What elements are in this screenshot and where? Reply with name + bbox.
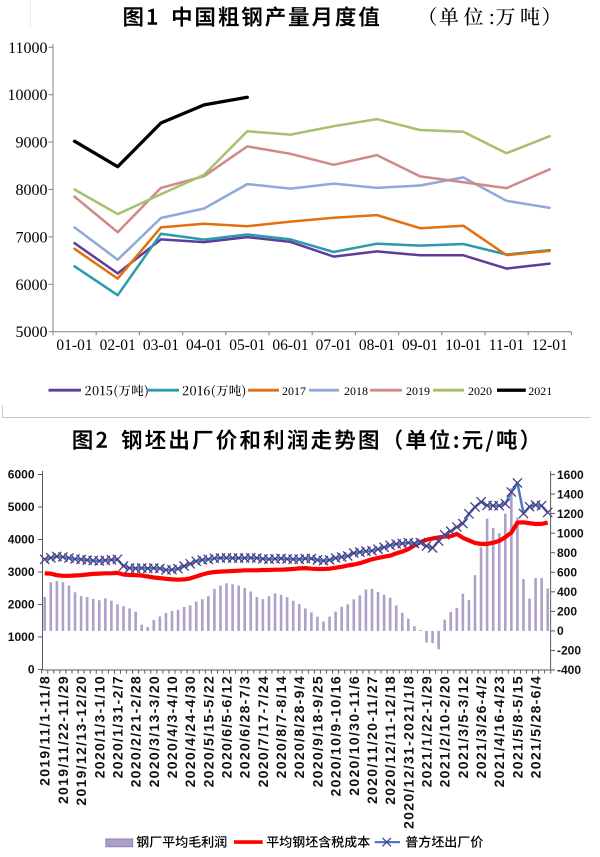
svg-text:02-01: 02-01 — [100, 337, 136, 354]
svg-text:2020/1/3-1/10: 2020/1/3-1/10 — [91, 675, 107, 778]
svg-text:2019/11/1-11/8: 2019/11/1-11/8 — [37, 675, 53, 786]
svg-text:04-01: 04-01 — [186, 337, 222, 354]
svg-text:2021/3/5-3/12: 2021/3/5-3/12 — [455, 675, 471, 778]
svg-text:5000: 5000 — [16, 324, 48, 341]
svg-text:200: 200 — [557, 605, 577, 619]
svg-text:2020/10/9-10/16: 2020/10/9-10/16 — [328, 675, 344, 796]
svg-text:10000: 10000 — [8, 87, 48, 104]
svg-text:2020/2/21-2/28: 2020/2/21-2/28 — [128, 675, 144, 787]
svg-text:10-01: 10-01 — [445, 337, 481, 354]
svg-text:0: 0 — [28, 663, 35, 677]
svg-text:1000: 1000 — [557, 526, 584, 540]
svg-text:1200: 1200 — [557, 507, 584, 521]
svg-text:2020/12/31-2021/1/8: 2020/12/31-2021/1/8 — [400, 675, 416, 829]
svg-text:7000: 7000 — [16, 229, 48, 246]
svg-text:2021: 2021 — [528, 384, 552, 398]
svg-text:5000: 5000 — [8, 500, 35, 514]
svg-text:2020: 2020 — [468, 384, 492, 398]
svg-text:2020/8/7-8/14: 2020/8/7-8/14 — [273, 675, 289, 778]
svg-text:2021/5/8-5/15: 2021/5/8-5/15 — [509, 675, 525, 778]
svg-text:6000: 6000 — [16, 277, 48, 294]
svg-text:2000: 2000 — [8, 598, 35, 612]
svg-text:05-01: 05-01 — [229, 337, 265, 354]
svg-text:06-01: 06-01 — [272, 337, 308, 354]
svg-text:2021/2/10-2/20: 2021/2/10-2/20 — [437, 675, 453, 787]
svg-text:2021/1/22-1/29: 2021/1/22-1/29 — [419, 675, 435, 787]
svg-text:1000: 1000 — [8, 630, 35, 644]
svg-text:400: 400 — [557, 585, 577, 599]
svg-text:8000: 8000 — [16, 182, 48, 199]
svg-text:2020/6/28-7/3: 2020/6/28-7/3 — [237, 675, 253, 778]
svg-text:2021/5/28-6/4: 2021/5/28-6/4 — [528, 675, 544, 778]
svg-text:4000: 4000 — [8, 533, 35, 547]
svg-text:2020/7/17-7/24: 2020/7/17-7/24 — [255, 675, 271, 787]
svg-text:09-01: 09-01 — [402, 337, 438, 354]
svg-text:12-01: 12-01 — [532, 337, 568, 354]
svg-text:2019/12/13-12/20: 2019/12/13-12/20 — [73, 675, 89, 806]
svg-text:-200: -200 — [557, 644, 581, 658]
svg-text:2018: 2018 — [344, 384, 368, 398]
svg-text:1400: 1400 — [557, 487, 584, 501]
svg-text:0: 0 — [557, 624, 564, 638]
svg-text:3000: 3000 — [8, 565, 35, 579]
svg-text:2020/4/24-4/30: 2020/4/24-4/30 — [182, 675, 198, 787]
svg-text:08-01: 08-01 — [359, 337, 395, 354]
svg-text:800: 800 — [557, 546, 577, 560]
svg-text:2020/5/15-5/22: 2020/5/15-5/22 — [200, 675, 216, 787]
svg-text:2020/9/18-9/25: 2020/9/18-9/25 — [309, 675, 325, 787]
svg-text:2020/12/11-12/18: 2020/12/11-12/18 — [382, 675, 398, 805]
svg-text:2017: 2017 — [282, 384, 306, 398]
svg-text:2020/10/30-11/6: 2020/10/30-11/6 — [346, 675, 362, 796]
svg-text:1600: 1600 — [557, 468, 584, 482]
svg-text:2020/11/20-11/27: 2020/11/20-11/27 — [364, 675, 380, 804]
svg-text:11000: 11000 — [8, 40, 47, 57]
svg-text:03-01: 03-01 — [143, 337, 179, 354]
svg-text:2020/1/31-2/7: 2020/1/31-2/7 — [109, 675, 125, 778]
svg-text:01-01: 01-01 — [56, 337, 92, 354]
svg-text:2020/4/3-4/10: 2020/4/3-4/10 — [164, 675, 180, 778]
svg-text:11-01: 11-01 — [489, 337, 525, 354]
svg-text:-400: -400 — [557, 663, 581, 677]
svg-text:2019/11/22-11/29: 2019/11/22-11/29 — [55, 675, 71, 804]
svg-text:2020/8/28-9/4: 2020/8/28-9/4 — [291, 675, 307, 778]
svg-text:6000: 6000 — [8, 468, 35, 482]
svg-text:2019: 2019 — [406, 384, 430, 398]
svg-text:2020/3/13-3/20: 2020/3/13-3/20 — [146, 675, 162, 787]
svg-text:2021/3/26-4/2: 2021/3/26-4/2 — [473, 675, 489, 778]
svg-text:2021/4/16-4/23: 2021/4/16-4/23 — [491, 675, 507, 787]
svg-text:2020/6/5-6/12: 2020/6/5-6/12 — [219, 675, 235, 778]
svg-text:07-01: 07-01 — [316, 337, 352, 354]
svg-text:9000: 9000 — [16, 135, 48, 152]
svg-text:600: 600 — [557, 566, 577, 580]
